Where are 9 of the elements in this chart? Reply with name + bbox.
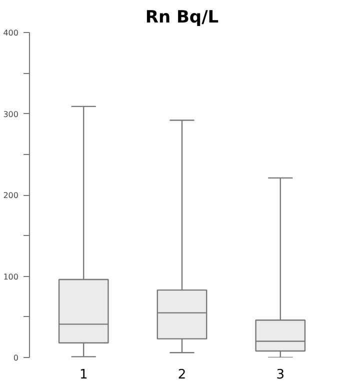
y-tick-label: 300	[3, 110, 19, 119]
x-tick-label: 3	[276, 368, 285, 381]
x-tick-label: 1	[79, 368, 88, 381]
chart-title: Rn Bq/L	[145, 8, 219, 28]
x-tick-label: 2	[178, 368, 186, 381]
y-tick-label: 100	[3, 272, 19, 282]
y-tick-label: 200	[3, 191, 19, 200]
y-tick-label: 0	[13, 354, 19, 362]
y-tick-label: 400	[3, 28, 19, 38]
